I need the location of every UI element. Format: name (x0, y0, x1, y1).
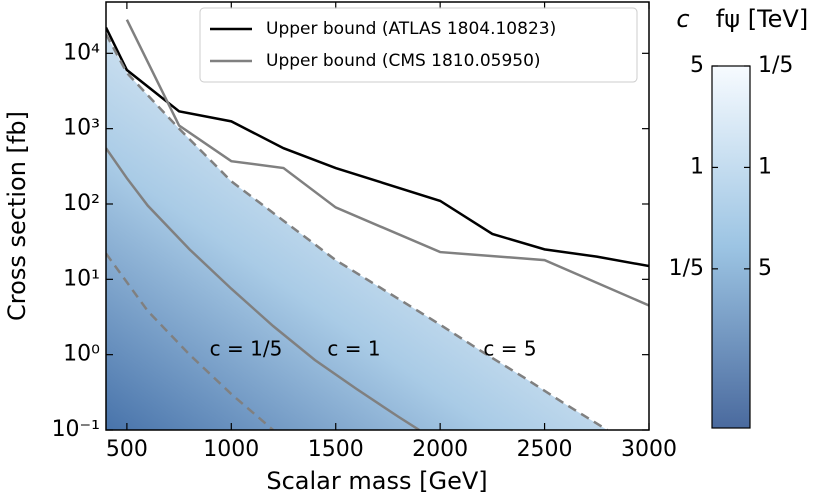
legend-box (199, 7, 638, 83)
colorbar-tick-label: 5 (758, 256, 772, 281)
legend-label: Upper bound (CMS 1810.05950) (266, 51, 541, 71)
y-tick-label: 10⁴ (63, 40, 100, 65)
y-axis-label: Cross section [fb] (3, 111, 31, 321)
shaded-region (106, 34, 608, 430)
colorbar-tick-label: 1 (758, 154, 772, 179)
series-line (106, 26, 649, 268)
x-tick-label: 2000 (412, 437, 468, 462)
legend-label: Upper bound (ATLAS 1804.10823) (266, 19, 556, 39)
y-tick-label: 10³ (63, 116, 100, 141)
colorbar-tick-label: 1/5 (758, 53, 793, 78)
colorbar-label-left: c (676, 5, 689, 33)
curve-annotation: c = 5 (483, 337, 536, 361)
curve-annotation: c = 1/5 (210, 337, 283, 361)
y-tick-label: 10¹ (63, 266, 100, 291)
x-tick-label: 1000 (203, 437, 259, 462)
series-line (106, 252, 274, 430)
colorbar-label-right: fψ [TeV] (716, 5, 808, 33)
y-tick-label: 10² (63, 191, 100, 216)
series-line (106, 33, 608, 430)
plot-area (106, 19, 649, 430)
plot-frame (105, 1, 650, 431)
x-tick-label: 2500 (517, 437, 573, 462)
y-tick-label: 10⁰ (63, 342, 100, 367)
x-tick-label: 3000 (621, 437, 677, 462)
series-line (106, 147, 420, 430)
colorbar (711, 65, 751, 429)
colorbar-tick-label: 5 (690, 53, 704, 78)
x-tick-label: 1500 (308, 437, 364, 462)
y-tick-label: 10⁻¹ (52, 417, 100, 442)
colorbar-tick-label: 1/5 (669, 256, 704, 281)
x-tick-label: 500 (106, 437, 148, 462)
series-line (125, 19, 649, 307)
colorbar-tick-label: 1 (690, 154, 704, 179)
curve-annotation: c = 1 (327, 337, 380, 361)
x-axis-label: Scalar mass [GeV] (266, 467, 487, 495)
